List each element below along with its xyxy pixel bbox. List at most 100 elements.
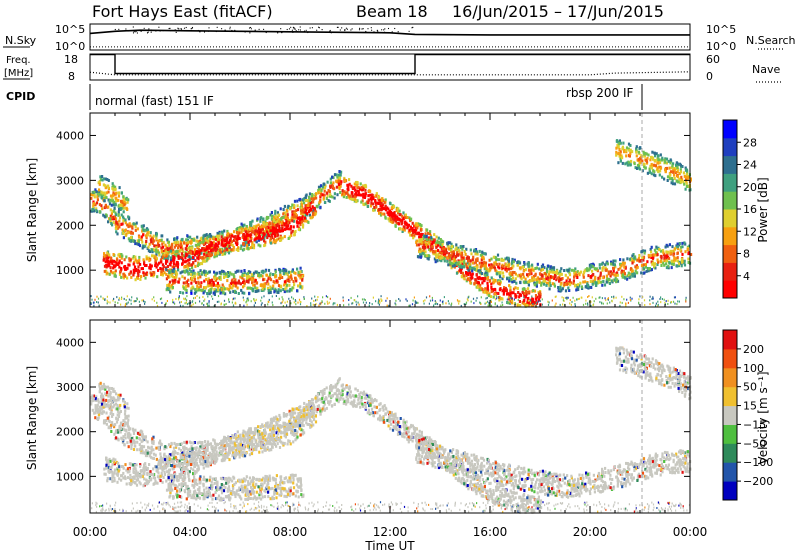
power-point bbox=[643, 165, 646, 169]
power-point bbox=[466, 261, 469, 265]
power-point bbox=[282, 215, 285, 219]
power-point bbox=[270, 214, 273, 218]
power-point bbox=[384, 208, 388, 212]
power-point bbox=[216, 244, 219, 248]
power-point bbox=[621, 145, 624, 149]
power-point bbox=[412, 228, 415, 232]
power-point bbox=[589, 280, 592, 283]
nsky-point bbox=[175, 31, 177, 33]
power-point bbox=[604, 266, 607, 270]
power-point bbox=[137, 239, 140, 243]
power-point bbox=[353, 195, 356, 199]
power-point bbox=[172, 260, 175, 264]
power-point bbox=[105, 257, 108, 260]
power-point bbox=[97, 301, 99, 304]
power-point bbox=[220, 243, 223, 247]
power-point bbox=[324, 184, 327, 188]
power-point bbox=[236, 281, 239, 285]
power-point bbox=[528, 279, 531, 283]
power-point bbox=[247, 299, 249, 302]
power-point bbox=[534, 272, 537, 276]
power-point bbox=[109, 220, 112, 223]
power-point bbox=[673, 182, 677, 186]
power-point bbox=[571, 300, 573, 303]
power-point bbox=[617, 140, 620, 144]
power-point bbox=[124, 218, 127, 222]
power-point bbox=[504, 267, 507, 271]
y-tick-label: 3000 bbox=[56, 174, 84, 187]
power-point bbox=[259, 230, 262, 234]
power-point bbox=[396, 215, 399, 219]
power-point bbox=[310, 200, 313, 204]
power-point bbox=[684, 166, 687, 170]
power-point bbox=[552, 266, 556, 270]
power-point bbox=[621, 301, 623, 304]
power-point bbox=[608, 278, 611, 281]
power-point bbox=[351, 186, 354, 190]
power-point bbox=[232, 304, 235, 307]
power-point bbox=[281, 301, 283, 304]
power-point bbox=[165, 268, 168, 272]
power-point bbox=[574, 299, 576, 302]
power-point bbox=[100, 190, 103, 194]
power-point bbox=[540, 265, 544, 269]
power-point bbox=[120, 267, 123, 271]
power-point bbox=[112, 266, 115, 270]
power-point bbox=[457, 260, 460, 264]
power-point bbox=[624, 162, 627, 166]
power-point bbox=[483, 260, 486, 264]
power-point bbox=[106, 302, 108, 305]
power-point bbox=[527, 261, 530, 265]
power-point bbox=[291, 213, 294, 217]
power-point bbox=[272, 219, 275, 222]
power-point bbox=[116, 296, 118, 299]
power-point bbox=[142, 224, 145, 228]
power-point bbox=[672, 170, 675, 174]
power-point bbox=[574, 304, 576, 307]
freq-tick-top: 18 bbox=[64, 53, 78, 66]
power-point bbox=[497, 296, 499, 299]
power-point bbox=[158, 253, 161, 257]
power-point bbox=[227, 243, 230, 247]
power-point bbox=[424, 299, 426, 302]
power-point bbox=[649, 295, 651, 298]
power-point bbox=[194, 264, 197, 268]
power-point bbox=[432, 252, 435, 256]
power-point bbox=[210, 286, 213, 290]
power-point bbox=[247, 275, 250, 279]
power-point bbox=[679, 170, 682, 174]
power-point bbox=[265, 273, 268, 277]
power-point bbox=[397, 222, 401, 226]
power-point bbox=[171, 285, 174, 289]
power-point bbox=[101, 175, 104, 178]
power-point bbox=[216, 237, 219, 241]
power-point bbox=[266, 216, 269, 220]
power-point bbox=[198, 252, 201, 256]
power-point bbox=[391, 204, 394, 208]
power-point bbox=[551, 299, 553, 302]
power-point bbox=[256, 286, 259, 290]
power-point bbox=[98, 182, 101, 186]
power-point bbox=[170, 243, 174, 247]
power-point bbox=[132, 222, 135, 226]
power-point bbox=[181, 270, 184, 274]
power-point bbox=[234, 237, 237, 241]
power-point bbox=[104, 177, 107, 181]
power-xticks bbox=[89, 113, 691, 307]
power-point bbox=[315, 303, 317, 306]
power-point bbox=[274, 214, 277, 218]
power-point bbox=[588, 295, 590, 297]
power-point bbox=[386, 206, 389, 210]
power-point bbox=[292, 225, 295, 229]
power-point bbox=[587, 284, 590, 288]
power-point bbox=[286, 272, 289, 276]
power-point bbox=[149, 238, 152, 242]
power-point bbox=[554, 295, 556, 298]
power-point bbox=[253, 283, 256, 287]
power-point bbox=[630, 267, 633, 271]
power-point bbox=[314, 295, 316, 298]
power-point bbox=[648, 267, 651, 270]
power-point bbox=[506, 292, 509, 296]
power-point bbox=[188, 258, 191, 262]
